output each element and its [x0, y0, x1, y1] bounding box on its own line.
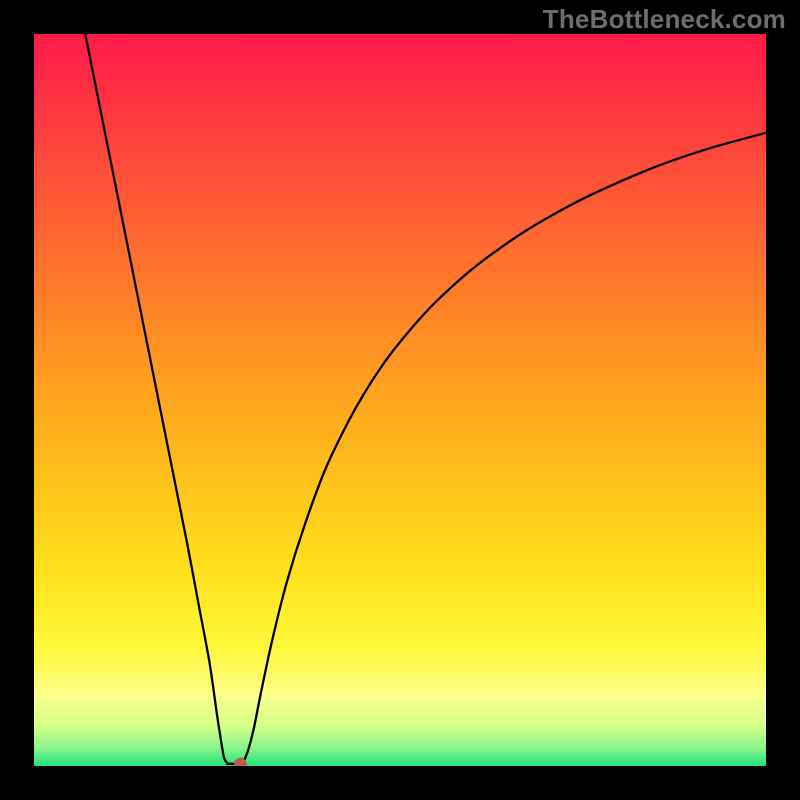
plot-svg: [34, 34, 766, 766]
gradient-background: [34, 34, 766, 766]
watermark-text: TheBottleneck.com: [543, 4, 786, 35]
plot-area: [34, 34, 766, 766]
